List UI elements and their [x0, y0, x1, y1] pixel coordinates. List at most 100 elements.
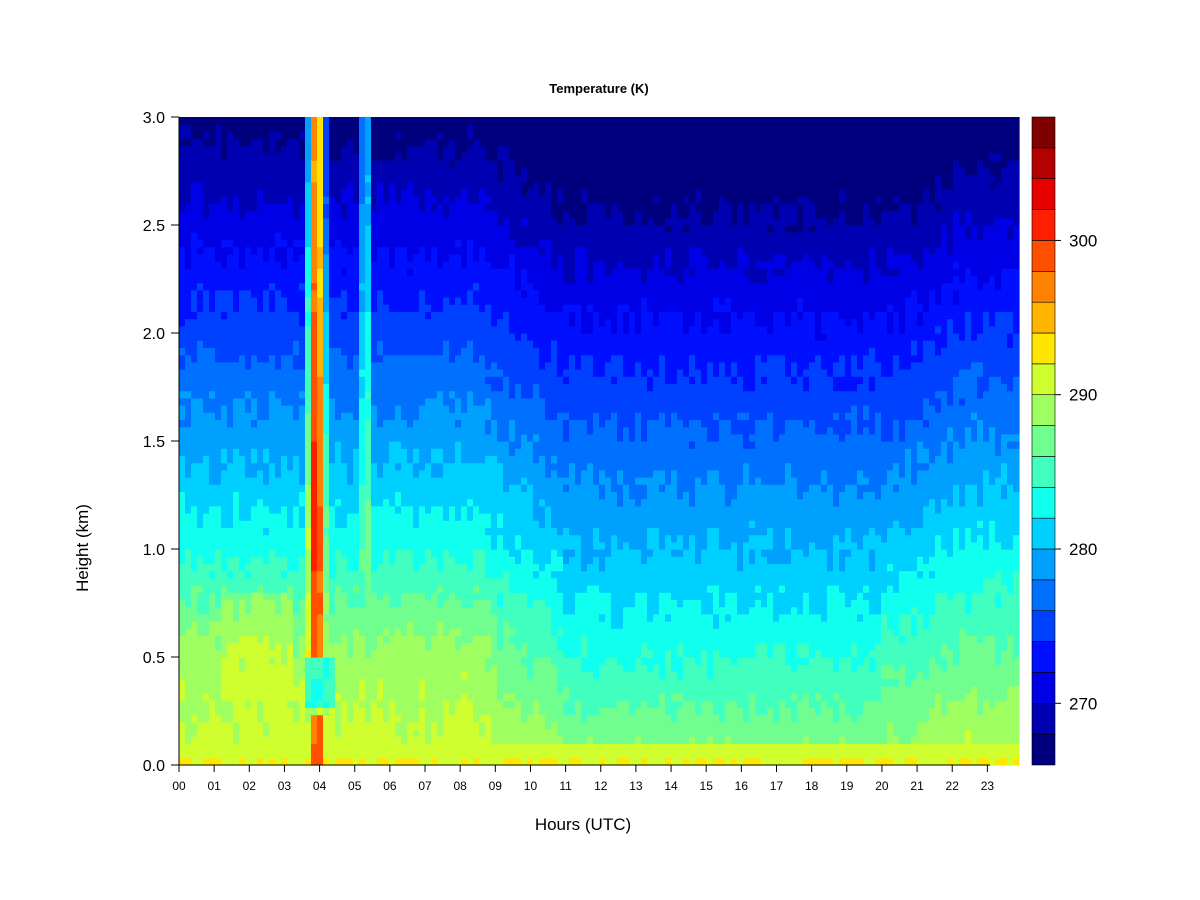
heatmap-cell — [467, 714, 474, 723]
heatmap-cell — [419, 203, 426, 212]
heatmap-cell — [341, 426, 348, 435]
heatmap-cell — [401, 707, 408, 716]
heatmap-cell — [347, 649, 354, 658]
heatmap-cell — [233, 117, 240, 125]
heatmap-cell — [305, 138, 312, 147]
heatmap-cell — [395, 484, 402, 492]
heatmap-cell — [263, 426, 270, 435]
heatmap-cell — [479, 505, 486, 514]
heatmap-cell — [503, 369, 510, 377]
heatmap-cell — [377, 333, 384, 341]
heatmap-cell — [395, 577, 402, 586]
heatmap-cell — [509, 592, 516, 600]
heatmap-cell — [431, 592, 438, 600]
heatmap-cell — [275, 657, 282, 665]
heatmap-cell — [479, 253, 486, 262]
heatmap-cell — [251, 325, 258, 334]
heatmap-cell — [185, 261, 192, 269]
heatmap-cell — [293, 304, 300, 312]
heatmap-cell — [371, 549, 378, 557]
heatmap-cell — [497, 721, 504, 730]
heatmap-cell — [299, 484, 306, 492]
heatmap-cell — [341, 383, 348, 392]
heatmap-cell — [215, 635, 222, 644]
heatmap-cell — [425, 484, 432, 492]
heatmap-cell — [335, 167, 342, 176]
heatmap-cell — [269, 570, 276, 579]
heatmap-cell — [263, 585, 270, 593]
heatmap-cell — [305, 642, 312, 651]
heatmap-cell — [407, 613, 414, 622]
heatmap-cell — [317, 757, 324, 766]
heatmap-cell — [425, 678, 432, 687]
heatmap-cell — [335, 649, 342, 658]
heatmap-cell — [389, 383, 396, 392]
heatmap-cell — [437, 513, 444, 521]
heatmap-cell — [323, 613, 330, 622]
heatmap-cell — [359, 210, 366, 219]
heatmap-cell — [479, 304, 486, 312]
heatmap-cell — [443, 275, 450, 284]
heatmap-cell — [203, 750, 210, 759]
heatmap-cell — [419, 693, 426, 701]
heatmap-cell — [395, 455, 402, 464]
heatmap-cell — [425, 570, 432, 579]
heatmap-cell — [203, 685, 210, 694]
heatmap-cell — [479, 693, 486, 701]
heatmap-cell — [323, 304, 330, 312]
heatmap-cell — [245, 491, 252, 500]
heatmap-cell — [281, 217, 288, 226]
heatmap-cell — [287, 750, 294, 759]
heatmap-cell — [233, 757, 240, 766]
heatmap-cell — [263, 167, 270, 176]
heatmap-cell — [227, 721, 234, 730]
heatmap-cell — [203, 333, 210, 341]
heatmap-cell — [377, 592, 384, 600]
heatmap-cell — [335, 714, 342, 723]
heatmap-cell — [305, 217, 312, 226]
heatmap-cell — [395, 599, 402, 608]
heatmap-cell — [461, 541, 468, 550]
heatmap-cell — [239, 289, 246, 298]
heatmap-cell — [179, 405, 186, 413]
heatmap-cell — [371, 714, 378, 723]
heatmap-cell — [389, 563, 396, 572]
heatmap-cell — [191, 570, 198, 579]
heatmap-cell — [311, 541, 318, 550]
heatmap-cell — [359, 685, 366, 694]
heatmap-cell — [209, 217, 216, 226]
heatmap-cell — [485, 318, 492, 327]
heatmap-cell — [365, 304, 372, 312]
heatmap-cell — [443, 217, 450, 226]
heatmap-cell — [413, 685, 420, 694]
heatmap-cell — [347, 174, 354, 183]
heatmap-cell — [353, 181, 360, 190]
heatmap-cell — [407, 585, 414, 593]
heatmap-cell — [359, 635, 366, 644]
heatmap-cell — [497, 657, 504, 665]
heatmap-cell — [443, 541, 450, 550]
heatmap-cell — [305, 505, 312, 514]
heatmap-cell — [491, 534, 498, 543]
heatmap-cell — [443, 347, 450, 356]
heatmap-cell — [365, 549, 372, 557]
heatmap-cell — [377, 433, 384, 442]
heatmap-cell — [269, 671, 276, 680]
heatmap-cell — [389, 405, 396, 413]
heatmap-cell — [299, 491, 306, 500]
heatmap-cell — [461, 246, 468, 255]
heatmap-cell — [461, 462, 468, 471]
heatmap-cell — [449, 599, 456, 608]
heatmap-cell — [419, 318, 426, 327]
heatmap-cell — [287, 325, 294, 334]
heatmap-cell — [257, 167, 264, 176]
heatmap-cell — [467, 606, 474, 615]
heatmap-cell — [473, 592, 480, 600]
heatmap-cell — [419, 181, 426, 190]
heatmap-cell — [269, 210, 276, 219]
heatmap-cell — [203, 570, 210, 579]
heatmap-cell — [365, 124, 372, 132]
heatmap-cell — [491, 145, 498, 154]
heatmap-cell — [323, 736, 330, 744]
heatmap-cell — [377, 304, 384, 312]
